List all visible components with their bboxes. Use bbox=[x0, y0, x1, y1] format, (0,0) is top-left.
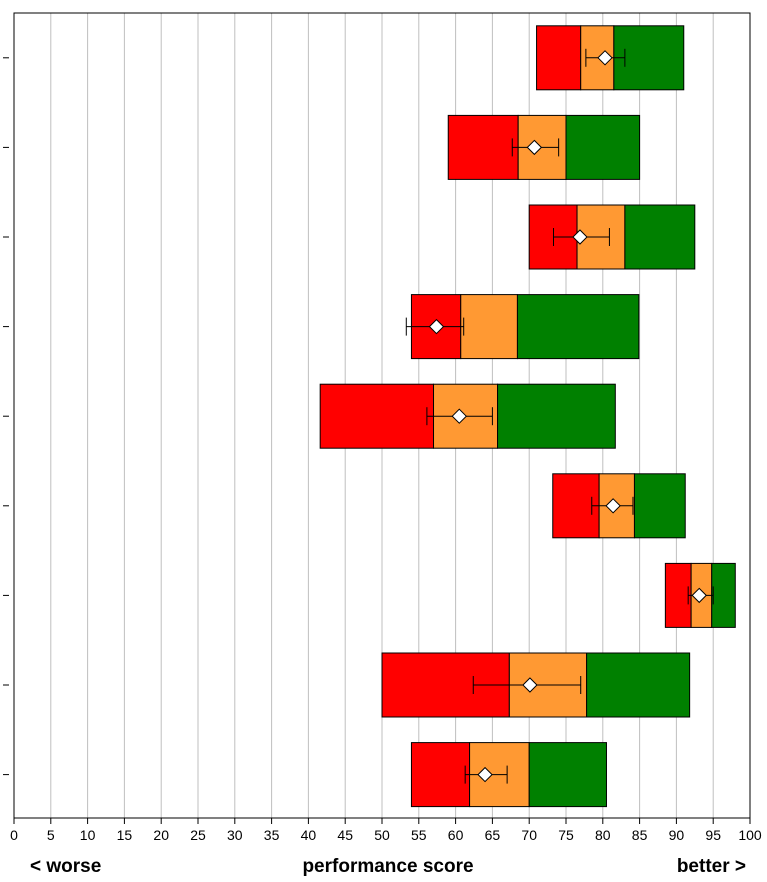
x-tick-label: 75 bbox=[558, 827, 574, 843]
high-segment bbox=[613, 25, 685, 91]
score-marker bbox=[572, 229, 588, 245]
x-tick-label: 0 bbox=[10, 827, 18, 843]
high-segment bbox=[624, 204, 696, 270]
low-segment bbox=[447, 114, 519, 180]
x-tick-label: 70 bbox=[521, 827, 537, 843]
bar-row bbox=[552, 473, 686, 539]
x-tick-label: 100 bbox=[738, 827, 762, 843]
x-axis-title: performance score bbox=[302, 856, 473, 877]
x-tick-label: 65 bbox=[485, 827, 501, 843]
mid-segment bbox=[460, 294, 518, 360]
better-label: better > bbox=[677, 856, 746, 877]
x-tick-label: 90 bbox=[669, 827, 685, 843]
high-segment bbox=[586, 652, 691, 718]
low-segment bbox=[410, 742, 471, 808]
x-tick-label: 95 bbox=[705, 827, 721, 843]
high-segment bbox=[711, 562, 736, 628]
x-tick-label: 25 bbox=[190, 827, 206, 843]
x-tick-label: 60 bbox=[448, 827, 464, 843]
score-marker bbox=[605, 498, 621, 514]
high-segment bbox=[565, 114, 641, 180]
bar-row bbox=[319, 383, 616, 449]
score-marker bbox=[477, 766, 493, 783]
high-segment bbox=[633, 473, 686, 539]
bar-row bbox=[528, 204, 696, 270]
worse-label: < worse bbox=[30, 856, 101, 877]
x-tick-label: 85 bbox=[632, 827, 648, 843]
x-tick-label: 15 bbox=[117, 827, 133, 843]
x-tick-label: 10 bbox=[80, 827, 96, 843]
x-tick-label: 30 bbox=[227, 827, 243, 843]
bar-row bbox=[447, 114, 641, 180]
high-segment bbox=[528, 742, 607, 808]
x-tick-label: 20 bbox=[153, 827, 169, 843]
bar-row bbox=[536, 25, 685, 91]
score-marker bbox=[522, 677, 538, 693]
bar-row bbox=[410, 742, 607, 808]
x-tick-label: 40 bbox=[301, 827, 317, 843]
score-marker bbox=[597, 50, 613, 66]
score-marker bbox=[451, 408, 467, 424]
score-marker bbox=[691, 587, 707, 604]
bar-row bbox=[381, 652, 691, 718]
high-segment bbox=[516, 294, 640, 360]
low-segment bbox=[319, 383, 435, 449]
x-tick-label: 55 bbox=[411, 827, 427, 843]
high-segment bbox=[497, 383, 616, 449]
x-tick-label: 80 bbox=[595, 827, 611, 843]
x-tick-label: 50 bbox=[374, 827, 390, 843]
bar-row bbox=[405, 294, 640, 360]
score-marker bbox=[526, 139, 543, 156]
x-tick-label: 45 bbox=[337, 827, 353, 843]
axes: 0 5 10 15 20 25 30 35 40 45 50 55 60 65 70 75 80 85 90 95 10… bbox=[3, 12, 762, 843]
low-segment bbox=[536, 25, 582, 91]
score-bars bbox=[319, 25, 736, 808]
bar-row bbox=[664, 562, 736, 628]
score-marker bbox=[428, 318, 445, 335]
low-segment bbox=[664, 562, 692, 628]
x-tick-label: 5 bbox=[47, 827, 55, 843]
x-tick-label: 35 bbox=[264, 827, 280, 843]
